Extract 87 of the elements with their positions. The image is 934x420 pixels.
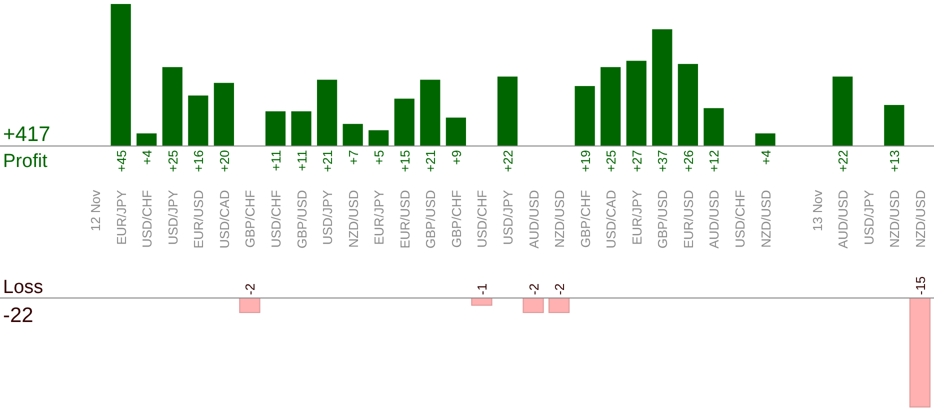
bar bbox=[652, 29, 672, 146]
bar bbox=[755, 133, 776, 146]
text: +417 bbox=[3, 123, 50, 146]
data-label: +11 bbox=[294, 150, 310, 172]
x-tick-label: GBP/CHF bbox=[448, 190, 464, 248]
data-label: +20 bbox=[216, 150, 232, 172]
bar bbox=[394, 98, 414, 146]
data-label: +25 bbox=[604, 150, 619, 172]
x-tick-label: EUR/USD bbox=[680, 190, 696, 249]
bar bbox=[446, 118, 466, 146]
x-tick-label: 13 Nov bbox=[810, 190, 825, 232]
bar bbox=[214, 82, 234, 146]
x-tick-label: USD/JPY bbox=[165, 190, 180, 245]
bar bbox=[884, 104, 904, 146]
x-tick-label: GBP/USD bbox=[294, 190, 310, 249]
x-tick-label: USD/CAD bbox=[604, 190, 619, 249]
data-label: +26 bbox=[680, 150, 696, 172]
bar bbox=[832, 76, 853, 146]
x-tick-label: USD/CAD bbox=[216, 190, 232, 249]
data-label: +22 bbox=[500, 150, 516, 172]
x-tick-label: NZD/USD bbox=[552, 190, 568, 248]
x-tick-label: USD/JPY bbox=[500, 190, 516, 245]
data-label: +11 bbox=[268, 150, 284, 172]
data-label: +9 bbox=[448, 150, 464, 165]
x-tick-label: GBP/CHF bbox=[578, 190, 593, 248]
x-tick-label: AUD/USD bbox=[706, 190, 722, 249]
data-label: +27 bbox=[629, 150, 644, 172]
bar bbox=[678, 64, 698, 146]
x-tick-label: AUD/USD bbox=[526, 190, 542, 249]
bar bbox=[317, 80, 338, 146]
bar bbox=[265, 111, 286, 146]
x-tick-label: AUD/USD bbox=[836, 190, 851, 249]
bar bbox=[110, 4, 131, 146]
data-label: +22 bbox=[836, 150, 851, 172]
bar bbox=[368, 130, 389, 146]
bar bbox=[162, 67, 182, 146]
bar bbox=[626, 60, 646, 146]
bar bbox=[600, 67, 621, 146]
x-tick-label: EUR/USD bbox=[191, 190, 206, 249]
x-tick-label: GBP/USD bbox=[423, 190, 438, 249]
data-label: +25 bbox=[165, 150, 180, 172]
data-label: +13 bbox=[887, 150, 902, 172]
data-label: +21 bbox=[320, 150, 336, 172]
data-label: +21 bbox=[423, 150, 438, 172]
x-tick-label: GBP/CHF bbox=[242, 190, 258, 248]
bar bbox=[291, 111, 312, 146]
bar bbox=[136, 133, 157, 146]
x-tick-label: EUR/USD bbox=[397, 190, 412, 249]
bar bbox=[497, 76, 518, 146]
data-label: +16 bbox=[191, 150, 206, 172]
x-tick-label: NZD/USD bbox=[346, 190, 361, 248]
bar bbox=[342, 124, 363, 146]
x-tick-label: USD/CHF bbox=[732, 190, 748, 248]
y-axis-title: Loss bbox=[3, 277, 44, 298]
bar bbox=[704, 108, 724, 146]
data-label: -1 bbox=[474, 283, 490, 295]
data-label: +4 bbox=[758, 150, 774, 165]
x-tick-label: NZD/USD bbox=[887, 190, 902, 248]
text: -22 bbox=[3, 304, 34, 327]
bar bbox=[420, 80, 440, 146]
y-axis-title: Profit bbox=[3, 151, 48, 172]
bar bbox=[574, 86, 595, 146]
x-tick-label: USD/JPY bbox=[861, 190, 876, 245]
x-tick-label: EUR/JPY bbox=[114, 190, 129, 245]
x-tick-label: EUR/JPY bbox=[372, 190, 387, 245]
data-label: +19 bbox=[578, 150, 593, 172]
data-label: -2 bbox=[552, 283, 568, 295]
bar bbox=[188, 96, 208, 146]
x-tick-label: USD/CHF bbox=[474, 190, 490, 248]
x-tick-label: EUR/JPY bbox=[629, 190, 644, 245]
data-label: +5 bbox=[372, 150, 387, 165]
data-label: +15 bbox=[397, 150, 412, 172]
x-tick-label: GBP/USD bbox=[655, 190, 670, 249]
x-tick-label: NZD/USD bbox=[758, 190, 774, 248]
data-label: -2 bbox=[526, 283, 542, 295]
data-label: +37 bbox=[655, 150, 670, 172]
x-tick-label: USD/CHF bbox=[268, 190, 284, 248]
data-label: +12 bbox=[706, 150, 722, 172]
data-label: -2 bbox=[242, 283, 258, 295]
data-label: +4 bbox=[140, 150, 155, 165]
x-tick-label: USD/CHF bbox=[140, 190, 155, 248]
x-tick-label: USD/JPY bbox=[320, 190, 336, 245]
x-tick-label: 12 Nov bbox=[88, 190, 104, 232]
data-label: +45 bbox=[114, 150, 129, 172]
data-label: -15 bbox=[912, 276, 928, 295]
x-tick-label: NZD/USD bbox=[912, 190, 928, 248]
data-label: +7 bbox=[346, 150, 361, 165]
